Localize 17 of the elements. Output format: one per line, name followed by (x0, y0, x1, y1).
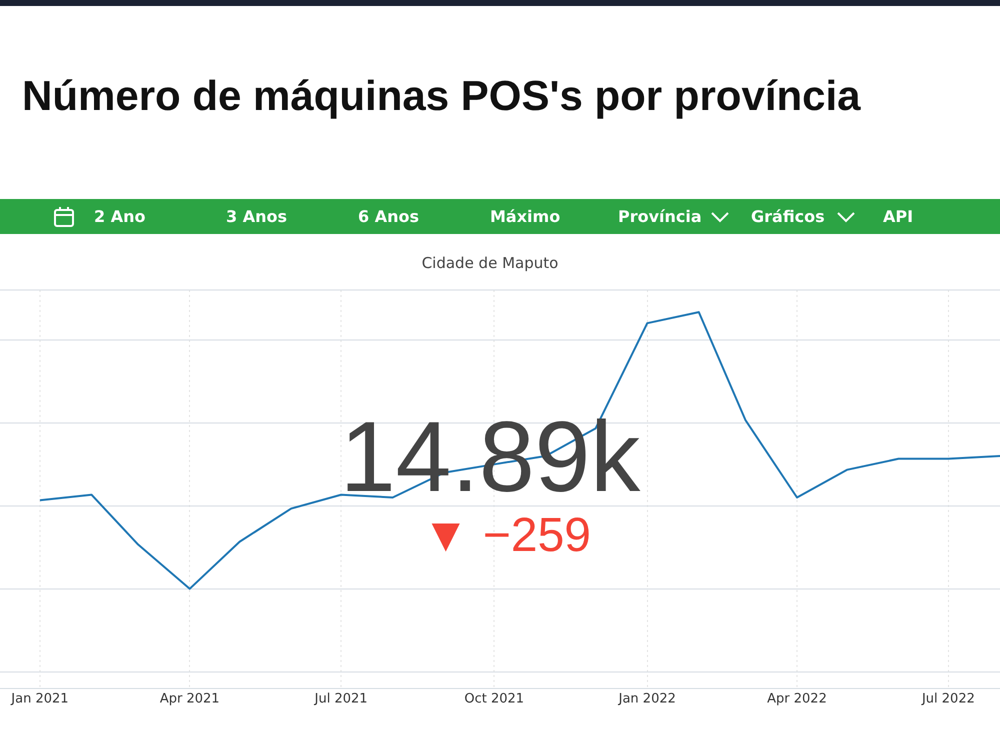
x-tick-label: Jan 2021 (10, 692, 69, 707)
annotation: ▼ −259 (422, 508, 591, 563)
x-tick-label: Jul 2021 (314, 692, 368, 707)
x-tick-label: Jul 2022 (920, 692, 975, 707)
x-tick-label: Jan 2022 (618, 692, 676, 707)
x-tick-label: Apr 2021 (160, 692, 220, 707)
chart-title: Número de máquinas POS's por província (22, 72, 861, 120)
text: Máximo (490, 207, 560, 226)
x-tick-label: Oct 2021 (464, 692, 524, 707)
chart-subtitle: Cidade de Maputo (420, 254, 560, 272)
text: 3 Anos (226, 207, 287, 226)
text: Gráficos (751, 207, 825, 226)
text: Província (618, 207, 702, 226)
text: 6 Anos (358, 207, 419, 226)
text: API (883, 207, 914, 226)
x-tick-label: Apr 2022 (767, 692, 827, 707)
text: 2 Ano (94, 207, 146, 226)
